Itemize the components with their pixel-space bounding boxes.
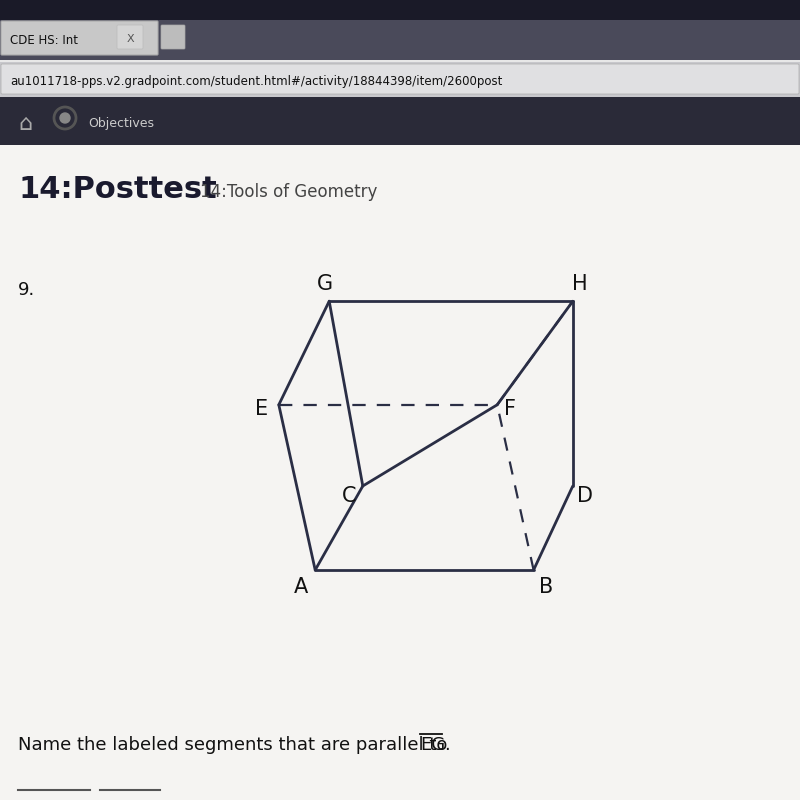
Text: D: D (577, 486, 593, 506)
Bar (0, 0, 800, 20)
Text: E: E (255, 399, 269, 419)
Text: ⌂: ⌂ (18, 114, 32, 134)
FancyBboxPatch shape (117, 25, 143, 49)
Text: Objectives: Objectives (88, 118, 154, 130)
Text: B: B (538, 577, 553, 597)
Text: EG: EG (420, 736, 445, 754)
Text: CDE HS: Int: CDE HS: Int (10, 34, 78, 46)
Bar (0, 97, 800, 145)
Text: A: A (294, 577, 308, 597)
FancyBboxPatch shape (1, 64, 799, 94)
Text: Name the labeled segments that are parallel to: Name the labeled segments that are paral… (18, 736, 447, 754)
Bar (0, 145, 800, 800)
Bar (0, 62, 800, 97)
Text: 9.: 9. (18, 281, 35, 299)
Text: C: C (342, 486, 356, 506)
FancyBboxPatch shape (161, 25, 185, 49)
Text: H: H (572, 274, 587, 294)
Text: G: G (317, 274, 333, 294)
Text: X: X (126, 34, 134, 44)
Text: F: F (503, 399, 515, 419)
Text: 14:Tools of Geometry: 14:Tools of Geometry (200, 183, 378, 201)
Bar (0, 20, 800, 60)
Circle shape (60, 113, 70, 123)
FancyBboxPatch shape (1, 21, 158, 55)
Text: 14:Posttest: 14:Posttest (18, 175, 217, 205)
Text: au1011718-pps.v2.gradpoint.com/student.html#/activity/18844398/item/2600post: au1011718-pps.v2.gradpoint.com/student.h… (10, 75, 502, 89)
Text: .: . (444, 736, 450, 754)
